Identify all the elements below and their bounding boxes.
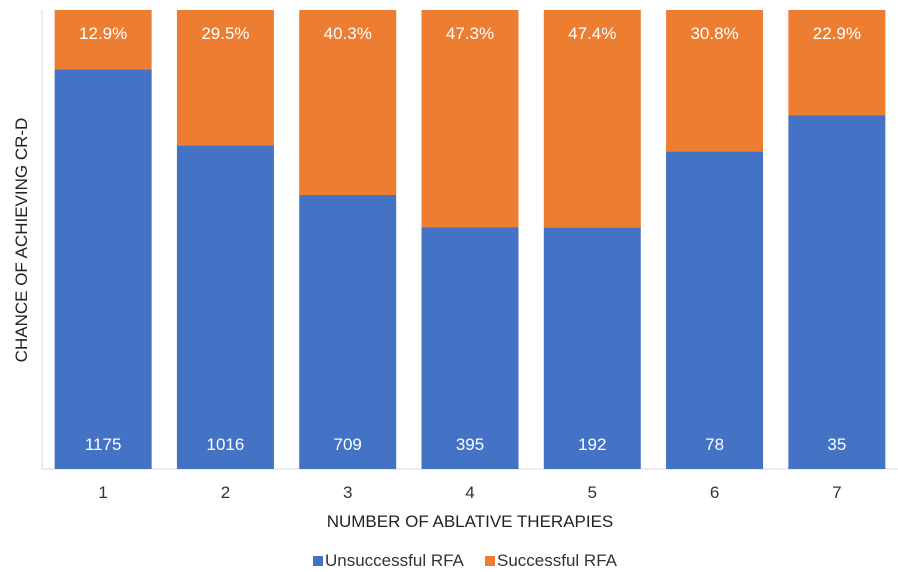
- data-label-unsuccessful-2: 1016: [207, 435, 245, 454]
- bar-successful-2: [176, 10, 274, 146]
- data-label-successful-5: 47.4%: [568, 24, 616, 43]
- data-label-successful-4: 47.3%: [446, 24, 494, 43]
- bar-unsuccessful-2: [176, 145, 274, 469]
- data-label-unsuccessful-6: 78: [705, 435, 724, 454]
- x-tick-label-4: 4: [465, 483, 474, 502]
- bar-successful-3: [299, 10, 397, 195]
- bar-successful-4: [421, 10, 519, 228]
- x-tick-label-1: 1: [98, 483, 107, 502]
- data-label-successful-7: 22.9%: [813, 24, 861, 43]
- bar-unsuccessful-3: [299, 194, 397, 470]
- y-axis-title: CHANCE OF ACHIEVING CR-D: [12, 118, 31, 363]
- bar-unsuccessful-6: [666, 151, 764, 469]
- bar-unsuccessful-1: [54, 69, 152, 469]
- x-tick-label-5: 5: [588, 483, 597, 502]
- x-tick-label-3: 3: [343, 483, 352, 502]
- legend-label-unsuccessful: Unsuccessful RFA: [325, 551, 465, 570]
- data-label-unsuccessful-7: 35: [827, 435, 846, 454]
- data-label-successful-6: 30.8%: [690, 24, 738, 43]
- x-tick-labels: 1 2 3 4 5 6 7: [98, 483, 841, 502]
- x-tick-label-7: 7: [832, 483, 841, 502]
- bar-successful-1: [54, 10, 152, 70]
- legend-label-successful: Successful RFA: [497, 551, 618, 570]
- legend-swatch-successful: [485, 556, 495, 566]
- legend: Unsuccessful RFA Successful RFA: [313, 551, 618, 570]
- bar-successful-6: [666, 10, 764, 152]
- data-label-successful-2: 29.5%: [201, 24, 249, 43]
- data-label-successful-1: 12.9%: [79, 24, 127, 43]
- x-tick-label-2: 2: [221, 483, 230, 502]
- data-label-unsuccessful-4: 395: [456, 435, 484, 454]
- data-label-unsuccessful-1: 1175: [85, 435, 122, 454]
- data-label-unsuccessful-5: 192: [578, 435, 606, 454]
- bars: 1175 12.9% 1016 29.5% 709 40.3% 395 47.3% 192 47.…: [54, 10, 886, 470]
- bar-unsuccessful-7: [788, 115, 886, 470]
- bar-unsuccessful-4: [421, 227, 519, 469]
- bar-successful-7: [788, 10, 886, 116]
- data-label-successful-3: 40.3%: [324, 24, 372, 43]
- legend-swatch-unsuccessful: [313, 556, 323, 566]
- data-label-unsuccessful-3: 709: [334, 435, 362, 454]
- x-tick-label-6: 6: [710, 483, 719, 502]
- x-axis-title: NUMBER OF ABLATIVE THERAPIES: [327, 512, 614, 531]
- bar-successful-5: [543, 10, 641, 228]
- bar-unsuccessful-5: [543, 227, 641, 469]
